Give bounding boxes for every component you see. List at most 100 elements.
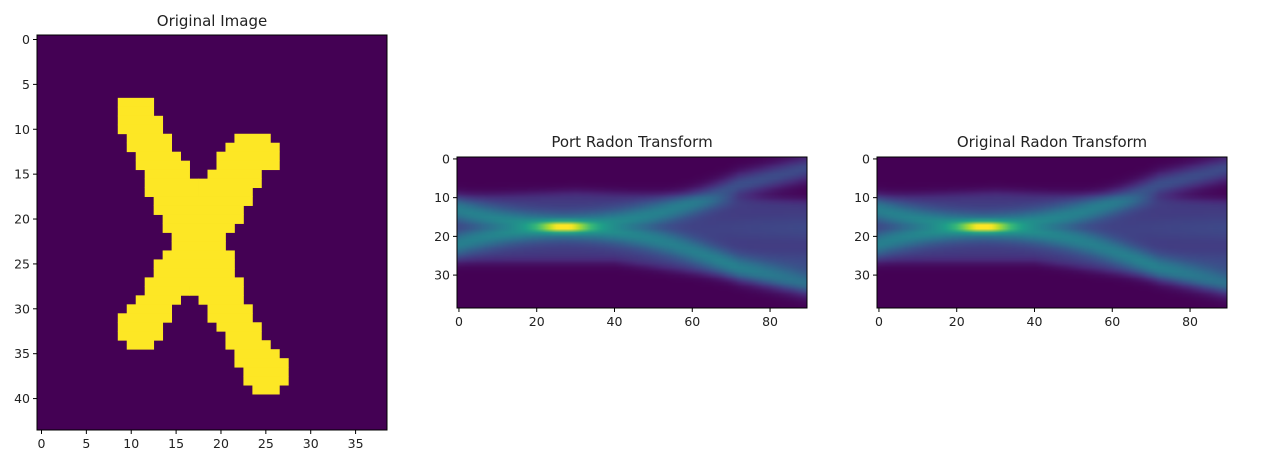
x-tick-label: 0 bbox=[38, 436, 46, 451]
pixel-run bbox=[189, 286, 244, 296]
y-tick-label: 20 bbox=[434, 229, 450, 244]
y-tick-label: 0 bbox=[862, 151, 870, 166]
pixel-run bbox=[144, 178, 199, 189]
x-tick-label: 20 bbox=[949, 314, 965, 329]
y-tick-label: 0 bbox=[22, 32, 30, 47]
pixel-run bbox=[234, 358, 289, 368]
pixel-run bbox=[117, 124, 164, 135]
x-tick-label: 20 bbox=[529, 314, 545, 329]
x-tick-label: 20 bbox=[213, 436, 229, 451]
pixel-run bbox=[135, 160, 190, 171]
pixel-run bbox=[117, 106, 155, 117]
y-tick-label: 30 bbox=[14, 301, 30, 316]
sinogram-heatmap bbox=[877, 157, 1227, 308]
x-tick-label: 80 bbox=[762, 314, 778, 329]
pixel-run bbox=[153, 196, 253, 206]
pixel-run bbox=[225, 331, 262, 341]
pixel-run bbox=[198, 187, 253, 197]
pixel-run bbox=[225, 340, 271, 350]
pixel-run bbox=[153, 259, 235, 269]
y-tick-label: 20 bbox=[14, 212, 30, 227]
pixel-run bbox=[126, 304, 173, 314]
y-tick-label: 30 bbox=[854, 268, 870, 283]
pixel-run bbox=[126, 133, 173, 144]
panel-title: Original Image bbox=[157, 12, 267, 30]
pixel-run bbox=[117, 97, 155, 108]
pixel-run bbox=[153, 205, 244, 215]
original-image-panel: Original Image 0 5 10 15 20 25 30 35 0 5 10 15 20 25… bbox=[14, 12, 388, 451]
pixel-run bbox=[198, 178, 262, 189]
pixel-run bbox=[126, 142, 173, 153]
pixel-run bbox=[162, 223, 235, 233]
pixel-run bbox=[162, 214, 244, 224]
x-tick-label: 10 bbox=[123, 436, 139, 451]
pixel-run bbox=[207, 304, 253, 314]
original-radon-transform-panel: Original Radon Transform 0 20 40 60 80 0 10 20… bbox=[854, 133, 1228, 329]
pixel-run bbox=[117, 322, 164, 332]
y-tick-label: 30 bbox=[434, 268, 450, 283]
image-cells bbox=[37, 35, 387, 430]
pixel-run bbox=[144, 187, 199, 197]
y-tick-label: 10 bbox=[14, 122, 30, 137]
y-tick-label: 40 bbox=[14, 391, 30, 406]
pixel-run bbox=[171, 232, 226, 242]
pixel-run bbox=[207, 169, 262, 180]
pixel-run bbox=[243, 367, 289, 377]
x-tick-label: 15 bbox=[168, 436, 184, 451]
pixel-run bbox=[207, 313, 253, 323]
pixel-run bbox=[171, 241, 226, 251]
pixel-run bbox=[225, 142, 280, 153]
y-tick-label: 5 bbox=[22, 77, 30, 92]
y-tick-label: 10 bbox=[434, 190, 450, 205]
y-tick-label: 15 bbox=[14, 167, 30, 182]
plot-frame bbox=[876, 156, 1228, 309]
pixel-run bbox=[216, 322, 262, 332]
plot-frame bbox=[36, 34, 388, 431]
x-tick-label: 30 bbox=[303, 436, 319, 451]
y-tick-label: 25 bbox=[14, 256, 30, 271]
y-axis-ticks: 0 10 20 30 bbox=[854, 151, 877, 283]
pixel-run bbox=[144, 277, 244, 287]
y-axis-ticks: 0 10 20 30 bbox=[434, 151, 457, 283]
x-tick-label: 80 bbox=[1182, 314, 1198, 329]
pixel-run bbox=[252, 385, 280, 395]
pixel-run bbox=[135, 295, 181, 305]
sinogram-heatmap bbox=[457, 157, 807, 308]
x-axis-ticks: 0 20 40 60 80 bbox=[875, 308, 1198, 329]
pixel-run bbox=[117, 313, 173, 323]
x-axis-ticks: 0 20 40 60 80 bbox=[455, 308, 778, 329]
x-tick-label: 60 bbox=[684, 314, 700, 329]
x-tick-label: 0 bbox=[875, 314, 883, 329]
pixel-run bbox=[135, 151, 181, 162]
x-tick-label: 60 bbox=[1104, 314, 1120, 329]
x-tick-label: 40 bbox=[1027, 314, 1043, 329]
x-axis-ticks: 0 5 10 15 20 25 30 35 bbox=[38, 430, 364, 451]
y-tick-label: 0 bbox=[442, 151, 450, 166]
y-axis-ticks: 0 5 10 15 20 25 30 35 40 bbox=[14, 32, 37, 406]
pixel-run bbox=[126, 340, 155, 350]
pixel-run bbox=[198, 295, 244, 305]
port-radon-transform-panel: Port Radon Transform 0 20 40 60 80 0 10 20 30 bbox=[434, 133, 808, 329]
x-tick-label: 35 bbox=[348, 436, 364, 451]
pixel-run bbox=[153, 268, 235, 278]
pixel-run bbox=[243, 376, 289, 386]
pixel-run bbox=[216, 151, 280, 162]
panel-title: Original Radon Transform bbox=[957, 133, 1147, 151]
panel-title: Port Radon Transform bbox=[551, 133, 712, 151]
x-tick-label: 40 bbox=[607, 314, 623, 329]
x-tick-label: 5 bbox=[82, 436, 90, 451]
plot-frame bbox=[456, 156, 808, 309]
y-tick-label: 35 bbox=[14, 346, 30, 361]
x-tick-label: 25 bbox=[258, 436, 274, 451]
pixel-run bbox=[216, 160, 280, 171]
pixel-run bbox=[117, 115, 164, 126]
pixel-run bbox=[117, 331, 164, 341]
x-tick-label: 0 bbox=[455, 314, 463, 329]
pixel-run bbox=[162, 250, 235, 260]
y-tick-label: 10 bbox=[854, 190, 870, 205]
pixel-run bbox=[234, 133, 271, 144]
pixel-run bbox=[144, 286, 190, 296]
pixel-run bbox=[144, 169, 190, 180]
y-tick-label: 20 bbox=[854, 229, 870, 244]
